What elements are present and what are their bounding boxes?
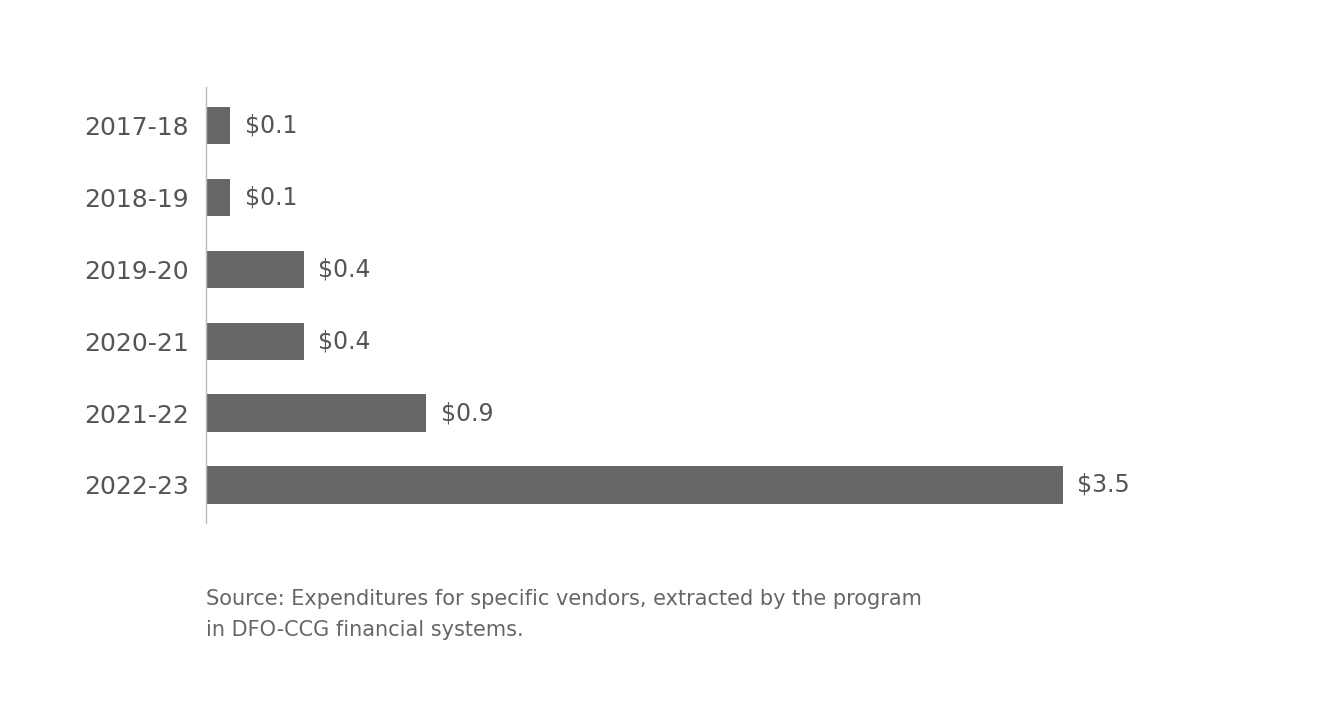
Text: $0.9: $0.9 xyxy=(441,401,494,425)
Text: Source: Expenditures for specific vendors, extracted by the program
in DFO-CCG f: Source: Expenditures for specific vendor… xyxy=(206,589,921,640)
Text: $3.5: $3.5 xyxy=(1078,473,1131,497)
Text: $0.1: $0.1 xyxy=(245,185,297,209)
Bar xyxy=(206,179,230,216)
Text: $0.4: $0.4 xyxy=(318,329,370,353)
Bar xyxy=(206,251,304,288)
Bar xyxy=(206,395,426,432)
Bar xyxy=(206,107,230,145)
Text: $0.4: $0.4 xyxy=(318,257,370,281)
Text: $0.1: $0.1 xyxy=(245,113,297,137)
Bar xyxy=(206,323,304,360)
Bar xyxy=(206,466,1063,504)
